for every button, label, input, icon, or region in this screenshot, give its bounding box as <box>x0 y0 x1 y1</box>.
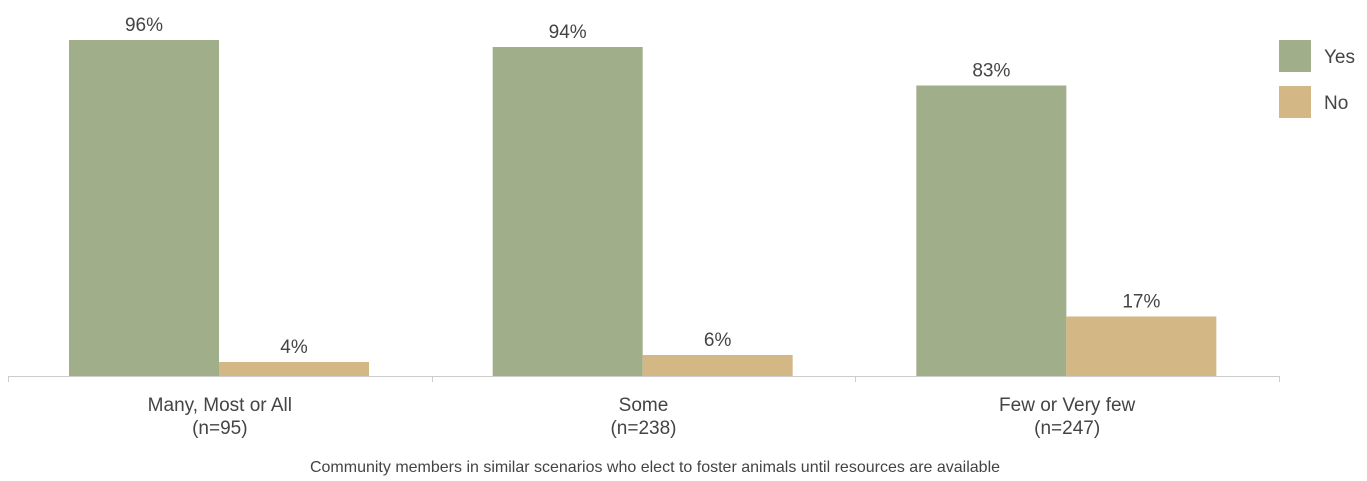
bar-yes-1 <box>69 40 219 376</box>
bar-no-1 <box>219 362 369 376</box>
category-labels-group: Many, Most or All(n=95) Some(n=238) Few or… <box>148 395 1136 439</box>
x-axis <box>8 376 1280 382</box>
value-label-yes-1: 96% <box>125 15 163 36</box>
bars-group <box>69 40 1217 376</box>
category-label-2: Some <box>619 395 669 416</box>
bar-no-3 <box>1066 316 1217 376</box>
category-n-label-1: (n=95) <box>192 418 247 439</box>
legend: Yes No <box>1279 40 1355 118</box>
category-n-label-3: (n=247) <box>1034 418 1100 439</box>
legend-swatch-yes <box>1279 40 1311 72</box>
category-label-1: Many, Most or All <box>148 395 292 416</box>
category-n-label-2: (n=238) <box>610 418 676 439</box>
bar-yes-2 <box>492 47 643 376</box>
legend-label-no: No <box>1324 93 1348 114</box>
legend-swatch-no <box>1279 86 1311 118</box>
value-label-no-1: 4% <box>280 337 308 358</box>
bar-no-2 <box>642 355 793 376</box>
value-label-no-3: 17% <box>1122 292 1160 313</box>
bar-yes-3 <box>916 85 1067 376</box>
category-label-3: Few or Very few <box>999 395 1135 416</box>
value-label-no-2: 6% <box>704 330 732 351</box>
value-labels-group: 96% 4% 94% 6% 83% 17% <box>125 15 1160 358</box>
x-axis-label: Community members in similar scenarios w… <box>310 459 1000 476</box>
value-label-yes-3: 83% <box>972 61 1010 82</box>
legend-label-yes: Yes <box>1324 47 1355 68</box>
value-label-yes-2: 94% <box>549 22 587 43</box>
